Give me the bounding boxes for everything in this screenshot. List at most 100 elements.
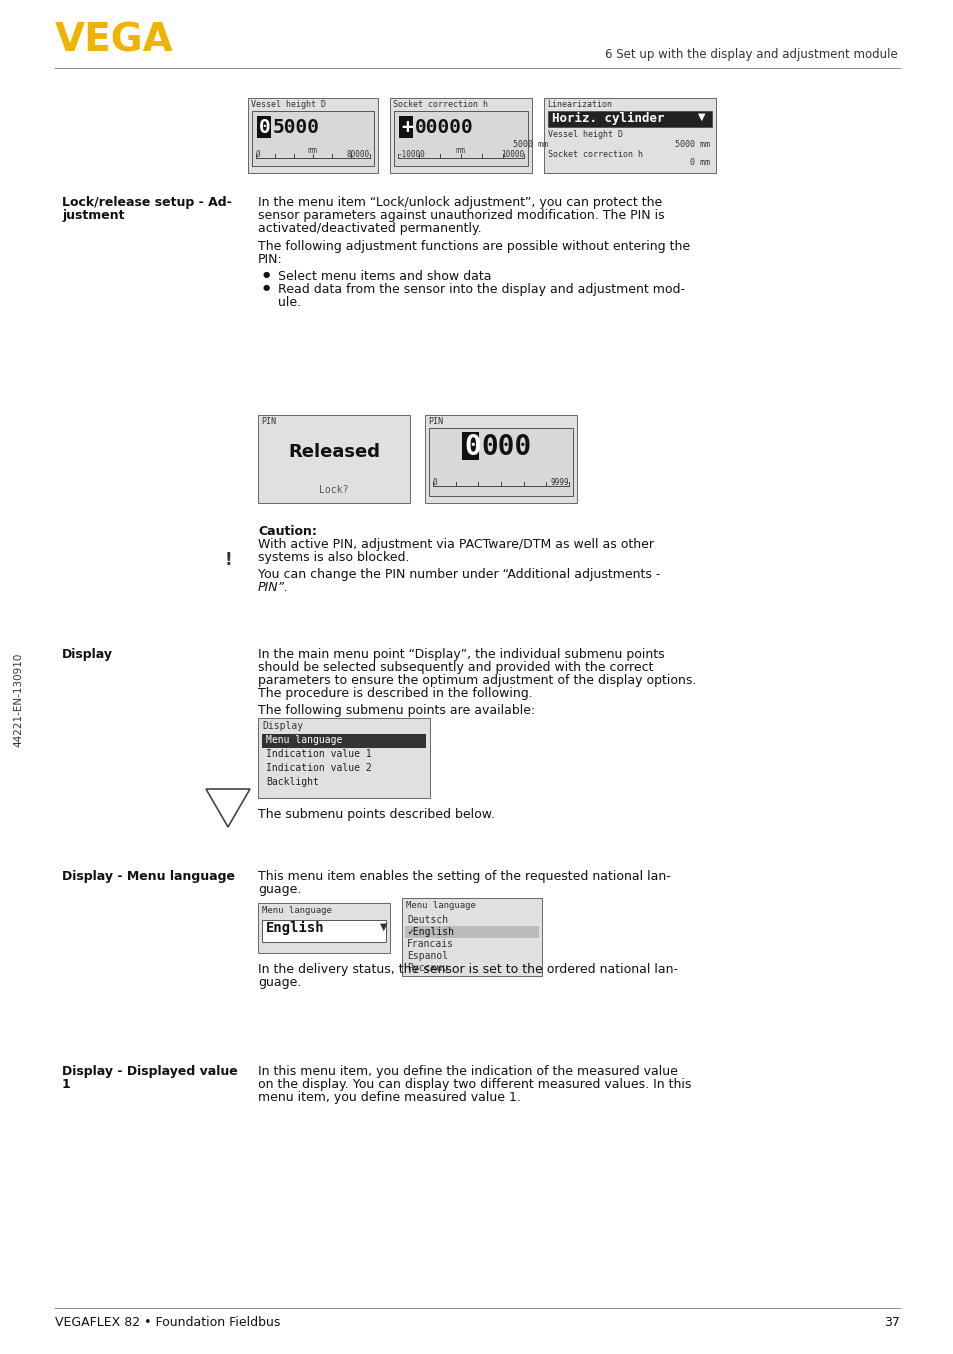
Text: The following adjustment functions are possible without entering the: The following adjustment functions are p… — [257, 240, 689, 253]
Text: Indication value 1: Indication value 1 — [266, 749, 372, 760]
Text: PIN: PIN — [261, 417, 275, 427]
Text: ▼: ▼ — [379, 922, 387, 932]
Text: mm: mm — [456, 146, 465, 154]
Text: parameters to ensure the optimum adjustment of the display options.: parameters to ensure the optimum adjustm… — [257, 674, 696, 686]
Text: Menu language: Menu language — [406, 900, 476, 910]
Text: 9999: 9999 — [550, 478, 568, 487]
Text: Display - Menu language: Display - Menu language — [62, 871, 234, 883]
Text: 5000 mm: 5000 mm — [675, 139, 709, 149]
Text: 1: 1 — [62, 1078, 71, 1091]
Text: Menu language: Menu language — [262, 906, 332, 915]
Text: 5000: 5000 — [273, 118, 319, 137]
Text: This menu item enables the setting of the requested national lan-: This menu item enables the setting of th… — [257, 871, 670, 883]
Text: guage.: guage. — [257, 976, 301, 988]
Text: guage.: guage. — [257, 883, 301, 896]
Bar — [429, 428, 573, 496]
Text: Display - Displayed value: Display - Displayed value — [62, 1066, 237, 1078]
Text: Vessel height D: Vessel height D — [251, 100, 326, 110]
Bar — [262, 734, 426, 747]
Text: The following submenu points are available:: The following submenu points are availab… — [257, 704, 535, 718]
Text: In the delivery status, the sensor is set to the ordered national lan-: In the delivery status, the sensor is se… — [257, 963, 678, 976]
Text: should be selected subsequently and provided with the correct: should be selected subsequently and prov… — [257, 661, 653, 674]
Text: The procedure is described in the following.: The procedure is described in the follow… — [257, 686, 532, 700]
Text: English: English — [266, 921, 324, 936]
Text: 44221-EN-130910: 44221-EN-130910 — [13, 653, 23, 747]
Text: Read data from the sensor into the display and adjustment mod-: Read data from the sensor into the displ… — [277, 283, 684, 297]
Bar — [252, 111, 374, 167]
Text: Deutsch: Deutsch — [407, 915, 448, 925]
Bar — [401, 898, 541, 976]
Text: 6 Set up with the display and adjustment module: 6 Set up with the display and adjustment… — [604, 47, 897, 61]
Bar — [547, 111, 711, 127]
Text: PIN: PIN — [428, 417, 442, 427]
Text: Backlight: Backlight — [266, 777, 318, 787]
Text: Pyccкuu: Pyccкuu — [407, 963, 448, 974]
Text: 5000 mm: 5000 mm — [513, 139, 547, 149]
Text: Indication value 2: Indication value 2 — [266, 764, 372, 773]
Text: 0: 0 — [463, 433, 480, 460]
Bar — [256, 116, 271, 138]
Bar — [257, 414, 410, 502]
Text: activated/deactivated permanently.: activated/deactivated permanently. — [257, 222, 481, 236]
Text: ule.: ule. — [277, 297, 301, 309]
Text: mm: mm — [308, 146, 317, 154]
Bar — [394, 111, 527, 167]
Bar — [543, 97, 716, 173]
Text: Horiz. cylinder: Horiz. cylinder — [552, 112, 664, 125]
Text: Display: Display — [262, 720, 303, 731]
Text: VEGAFLEX 82 • Foundation Fieldbus: VEGAFLEX 82 • Foundation Fieldbus — [55, 1316, 280, 1330]
Text: 0: 0 — [258, 118, 271, 137]
Bar — [248, 97, 377, 173]
Text: Lock/release setup - Ad-: Lock/release setup - Ad- — [62, 196, 232, 209]
Text: VEGA: VEGA — [55, 22, 173, 60]
Text: In this menu item, you define the indication of the measured value: In this menu item, you define the indica… — [257, 1066, 678, 1078]
Text: sensor parameters against unauthorized modification. The PIN is: sensor parameters against unauthorized m… — [257, 209, 664, 222]
Text: Select menu items and show data: Select menu items and show data — [277, 269, 491, 283]
Text: +: + — [400, 118, 413, 137]
Text: Caution:: Caution: — [257, 525, 316, 538]
Text: Linearization: Linearization — [546, 100, 612, 110]
Text: The submenu points described below.: The submenu points described below. — [257, 808, 495, 821]
Text: on the display. You can display two different measured values. In this: on the display. You can display two diff… — [257, 1078, 691, 1091]
Text: Francais: Francais — [407, 940, 454, 949]
Text: 0: 0 — [255, 150, 260, 158]
Bar — [398, 116, 413, 138]
Text: PIN”.: PIN”. — [257, 581, 289, 594]
Text: Vessel height D: Vessel height D — [547, 130, 622, 139]
Text: 37: 37 — [883, 1316, 899, 1330]
Text: ●: ● — [263, 269, 270, 279]
Text: Socket correction h: Socket correction h — [393, 100, 488, 110]
Text: -10000: -10000 — [397, 150, 425, 158]
Text: In the menu item “Lock/unlock adjustment”, you can protect the: In the menu item “Lock/unlock adjustment… — [257, 196, 661, 209]
Text: Lock?: Lock? — [319, 485, 349, 496]
Bar — [461, 432, 478, 460]
Text: 0 mm: 0 mm — [689, 158, 709, 167]
Text: ✓English: ✓English — [407, 927, 454, 937]
Text: 80000: 80000 — [347, 150, 370, 158]
Text: With active PIN, adjustment via PACTware/DTM as well as other: With active PIN, adjustment via PACTware… — [257, 538, 654, 551]
Bar — [262, 919, 386, 942]
Text: 10000: 10000 — [500, 150, 523, 158]
Text: menu item, you define measured value 1.: menu item, you define measured value 1. — [257, 1091, 520, 1104]
Text: In the main menu point “Display”, the individual submenu points: In the main menu point “Display”, the in… — [257, 649, 664, 661]
Text: Socket correction h: Socket correction h — [547, 150, 642, 158]
Polygon shape — [206, 789, 250, 827]
Text: Espanol: Espanol — [407, 951, 448, 961]
Text: You can change the PIN number under “Additional adjustments -: You can change the PIN number under “Add… — [257, 567, 659, 581]
Text: 00000: 00000 — [415, 118, 474, 137]
Text: ▼: ▼ — [698, 112, 705, 122]
Text: systems is also blocked.: systems is also blocked. — [257, 551, 409, 565]
Bar — [257, 718, 430, 798]
Text: ●: ● — [263, 283, 270, 292]
Bar — [390, 97, 532, 173]
Text: 000: 000 — [480, 433, 531, 460]
Text: Display: Display — [62, 649, 112, 661]
Bar — [257, 903, 390, 953]
Text: !: ! — [224, 551, 232, 569]
Text: 0: 0 — [433, 478, 437, 487]
Text: PIN:: PIN: — [257, 253, 282, 265]
Bar — [405, 926, 538, 938]
Bar — [424, 414, 577, 502]
Text: Released: Released — [288, 443, 379, 460]
Text: justment: justment — [62, 209, 125, 222]
